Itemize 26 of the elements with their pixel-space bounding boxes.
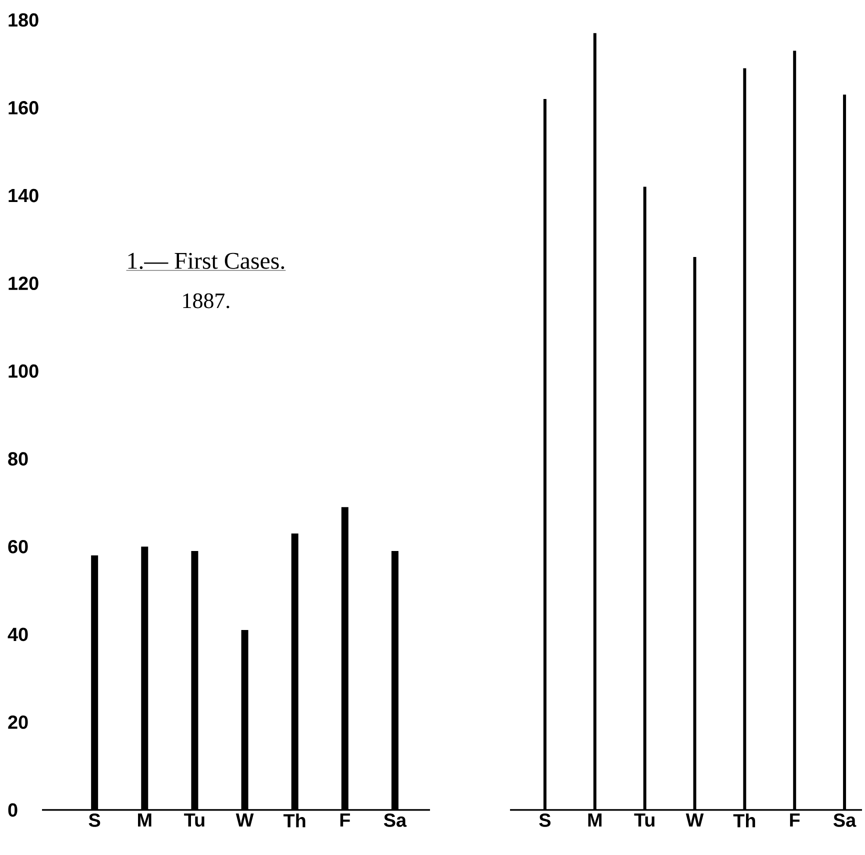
- x-tick-label: F: [340, 814, 350, 827]
- x-tick-label: Tu: [184, 814, 204, 827]
- x-tick-label: Sa: [834, 814, 856, 827]
- text: 1887.: [183, 293, 230, 308]
- x-tick-label: S: [539, 814, 551, 827]
- text: 1.— First Cases.: [128, 252, 284, 270]
- x-tick-label: F: [790, 814, 800, 827]
- x-tick-label: M: [588, 814, 602, 827]
- x-tick-label: S: [88, 814, 100, 827]
- y-tick-label: 60: [8, 540, 28, 554]
- y-tick-label: 0: [8, 803, 18, 817]
- x-tick-label: Tu: [634, 814, 654, 827]
- x-tick-label: W: [236, 814, 254, 827]
- y-tick-label: 40: [8, 628, 28, 642]
- x-tick-label: W: [686, 814, 704, 827]
- x-tick-label: M: [138, 814, 152, 827]
- y-tick-label: 80: [8, 452, 28, 466]
- x-tick-label: Th: [733, 814, 756, 828]
- y-tick-label: 160: [8, 101, 38, 114]
- x-tick-label: Sa: [384, 814, 407, 827]
- y-tick-label: 180: [8, 13, 38, 27]
- y-tick-label: 120: [8, 276, 38, 290]
- x-tick-label: Th: [283, 814, 306, 828]
- y-tick-label: 140: [8, 188, 38, 202]
- y-tick-label: 100: [8, 364, 38, 378]
- y-tick-label: 20: [8, 716, 28, 729]
